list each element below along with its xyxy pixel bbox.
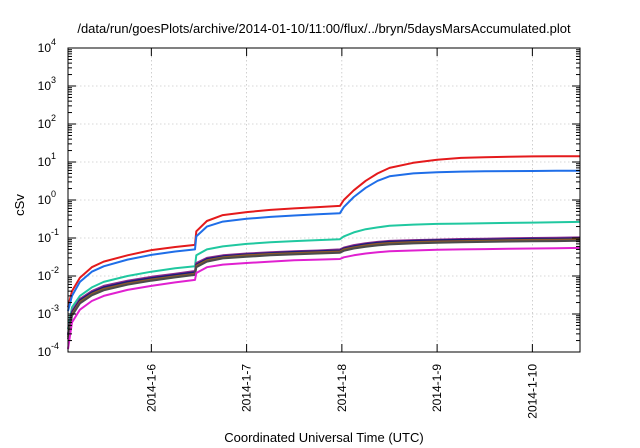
series-line-7 xyxy=(67,239,581,340)
y-tick-exponent: -2 xyxy=(51,265,59,275)
grid xyxy=(68,48,580,352)
y-tick-label: 10 -2 xyxy=(38,265,59,283)
y-tick-exponent: -3 xyxy=(51,303,59,313)
x-tick-label: 2014-1-6 xyxy=(144,364,158,412)
y-tick-exponent: -4 xyxy=(51,341,59,351)
x-tick-label: 2014-1-8 xyxy=(335,364,349,412)
series-line-2 xyxy=(67,169,581,312)
y-tick-label: 10 3 xyxy=(38,75,56,93)
y-tick-label: 10 -3 xyxy=(38,303,59,321)
chart-title: /data/run/goesPlots/archive/2014-01-10/1… xyxy=(77,21,571,36)
y-axis-label: cSv xyxy=(12,194,27,216)
x-tick-label: 2014-1-9 xyxy=(430,364,444,412)
y-tick-base: 10 xyxy=(38,193,52,207)
y-tick-exponent: 4 xyxy=(51,37,56,47)
y-tick-exponent: 0 xyxy=(51,189,56,199)
series-line-1 xyxy=(67,155,581,308)
y-tick-base: 10 xyxy=(38,307,52,321)
y-tick-base: 10 xyxy=(38,41,52,55)
y-tick-base: 10 xyxy=(38,79,52,93)
x-axis-ticks: 2014-1-6 2014-1-7 2014-1-8 2014-1-9 2014-1-1… xyxy=(144,48,539,419)
y-tick-label: 10 4 xyxy=(38,37,56,55)
y-tick-label: 10 -1 xyxy=(38,227,59,245)
series-line-6 xyxy=(67,238,581,338)
y-tick-exponent: 1 xyxy=(51,151,56,161)
y-tick-exponent: 3 xyxy=(51,75,56,85)
y-tick-base: 10 xyxy=(38,155,52,169)
y-tick-base: 10 xyxy=(38,231,52,245)
y-tick-base: 10 xyxy=(38,117,52,131)
x-tick-label: 2014-1-7 xyxy=(240,364,254,412)
series-line-3 xyxy=(67,220,581,330)
y-tick-label: 10 -4 xyxy=(38,341,59,359)
series-layer xyxy=(67,155,581,350)
x-tick-label: 2014-1-10 xyxy=(525,364,539,419)
x-axis-label: Coordinated Universal Time (UTC) xyxy=(224,430,423,445)
series-line-8 xyxy=(67,246,581,350)
plot-frame xyxy=(67,47,581,353)
series-line-5 xyxy=(67,237,581,336)
y-tick-base: 10 xyxy=(38,269,52,283)
y-tick-exponent: 2 xyxy=(51,113,56,123)
y-tick-label: 10 2 xyxy=(38,113,56,131)
y-tick-exponent: -1 xyxy=(51,227,59,237)
y-tick-base: 10 xyxy=(38,345,52,359)
y-tick-label: 10 0 xyxy=(38,189,56,207)
y-tick-label: 10 1 xyxy=(38,151,56,169)
